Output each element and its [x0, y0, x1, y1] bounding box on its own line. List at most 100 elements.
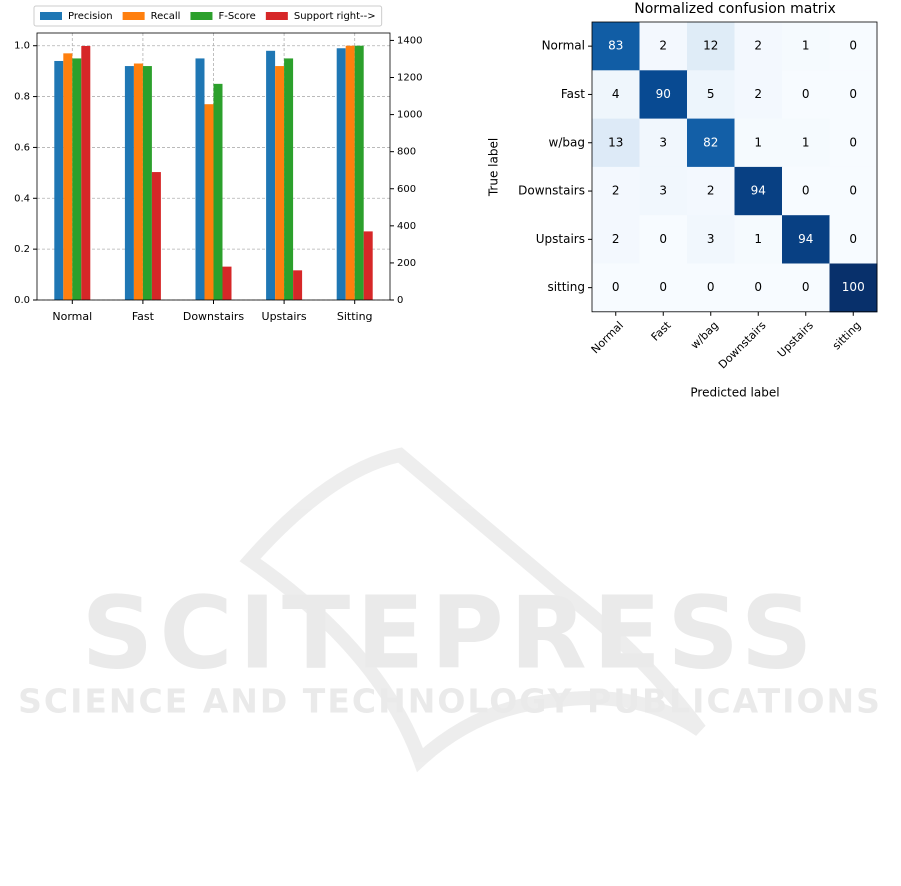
heatmap-cell — [829, 263, 878, 313]
cell-label: 0 — [659, 232, 667, 246]
cell-label: 90 — [656, 87, 671, 101]
x-tick-label: w/bag — [688, 319, 721, 352]
cell-label: 12 — [703, 39, 718, 53]
heatmap-cell — [687, 166, 735, 216]
legend-label: Precision — [68, 11, 113, 22]
cell-label: 2 — [707, 184, 715, 198]
legend-swatch — [40, 12, 62, 20]
cell-label: 0 — [612, 280, 620, 294]
cell-label: 100 — [842, 280, 865, 294]
cell-label: 0 — [849, 39, 857, 53]
cell-label: 1 — [802, 39, 810, 53]
heatmap-cell — [639, 215, 688, 264]
y2-tick-label: 1400 — [397, 35, 422, 46]
heatmap-cell — [829, 22, 878, 71]
heatmap-cell — [734, 263, 783, 313]
plot-frame — [591, 21, 878, 313]
heatmap-cell — [782, 22, 830, 71]
x-tick-label: Normal — [52, 310, 92, 323]
x-tick-label: Downstairs — [183, 310, 245, 323]
heatmap-cell — [639, 22, 688, 71]
legend-swatch — [190, 12, 213, 20]
heatmap-cell — [592, 22, 640, 71]
cell-label: 2 — [659, 39, 667, 53]
heatmap-cell — [687, 70, 735, 120]
heatmap-title: Normalized confusion matrix — [634, 1, 836, 17]
heatmap-cell — [734, 22, 783, 71]
heatmap-cell — [782, 215, 830, 264]
bar — [195, 58, 205, 300]
y-tick-label: 0.2 — [14, 244, 30, 255]
cell-label: 0 — [802, 184, 810, 198]
x-tick-label: Sitting — [337, 310, 373, 323]
bar — [275, 66, 285, 300]
heatmap-cell — [782, 166, 830, 216]
y2-tick-label: 600 — [397, 184, 416, 195]
x-tick-label: Upstairs — [775, 319, 816, 360]
x-tick-label: Fast — [132, 310, 155, 323]
x-tick-label: Upstairs — [262, 310, 307, 323]
y-tick-label: Normal — [542, 39, 585, 53]
y-tick-label: Fast — [561, 87, 585, 101]
heatmap-cell — [734, 215, 783, 264]
y2-tick-label: 1200 — [397, 73, 422, 84]
heatmap-cell — [829, 70, 878, 120]
cell-label: 2 — [612, 184, 620, 198]
cell-label: 0 — [849, 87, 857, 101]
cell-label: 1 — [754, 232, 762, 246]
bar — [63, 53, 73, 300]
legend-swatch — [122, 12, 145, 20]
x-tick-label: Normal — [589, 319, 626, 356]
cell-label: 2 — [612, 232, 620, 246]
watermark: SCITEPRESS SCIENCE AND TECHNOLOGY PUBLIC… — [18, 447, 882, 773]
y-tick-label: 0.0 — [14, 295, 30, 306]
cell-label: 0 — [849, 135, 857, 149]
bar — [363, 231, 373, 300]
bar — [345, 45, 355, 300]
y-axis-label: True label — [487, 138, 501, 197]
cell-label: 0 — [802, 87, 810, 101]
cell-label: 4 — [612, 87, 620, 101]
heatmap-cell — [592, 215, 640, 264]
heatmap-cell — [829, 118, 878, 168]
legend-swatch — [265, 12, 288, 20]
y-tick-label: 0.6 — [14, 142, 30, 153]
y2-tick-label: 800 — [397, 147, 416, 158]
y-tick-label: Upstairs — [536, 232, 585, 246]
watermark-subtitle: SCIENCE AND TECHNOLOGY PUBLICATIONS — [18, 682, 882, 721]
cell-label: 0 — [659, 280, 667, 294]
x-tick-label: sitting — [830, 319, 864, 353]
heatmap-cell — [592, 166, 640, 216]
bar — [213, 83, 223, 300]
y-tick-label: 1.0 — [14, 41, 30, 52]
y-tick-label: w/bag — [549, 135, 585, 149]
bar — [72, 58, 82, 300]
heatmap-cell — [782, 70, 830, 120]
legend: Precision Recall F-Score Support right--> — [33, 5, 383, 27]
bar — [336, 48, 346, 300]
cell-label: 0 — [707, 280, 715, 294]
heatmap-cell — [592, 263, 640, 313]
bar — [284, 58, 294, 300]
y2-tick-label: 1000 — [397, 110, 422, 121]
x-tick-label: Downstairs — [716, 319, 769, 372]
heatmap-cell — [687, 118, 735, 168]
heatmap-cell — [639, 118, 688, 168]
x-axis-label: Predicted label — [690, 386, 779, 400]
heatmap-cell — [782, 263, 830, 313]
legend-label: Recall — [151, 11, 181, 22]
cell-label: 1 — [802, 135, 810, 149]
bar — [204, 104, 214, 300]
heatmap-cell — [687, 215, 735, 264]
heatmap-cell — [734, 166, 783, 216]
y-tick-label: 0.4 — [14, 193, 30, 204]
bar — [222, 266, 232, 300]
heatmap-cell — [829, 166, 878, 216]
cell-label: 94 — [798, 232, 813, 246]
cell-label: 0 — [754, 280, 762, 294]
cell-label: 0 — [849, 184, 857, 198]
y2-tick-label: 400 — [397, 221, 416, 232]
y-tick-label: 0.8 — [14, 92, 30, 103]
cell-label: 0 — [849, 232, 857, 246]
bar — [266, 50, 276, 300]
